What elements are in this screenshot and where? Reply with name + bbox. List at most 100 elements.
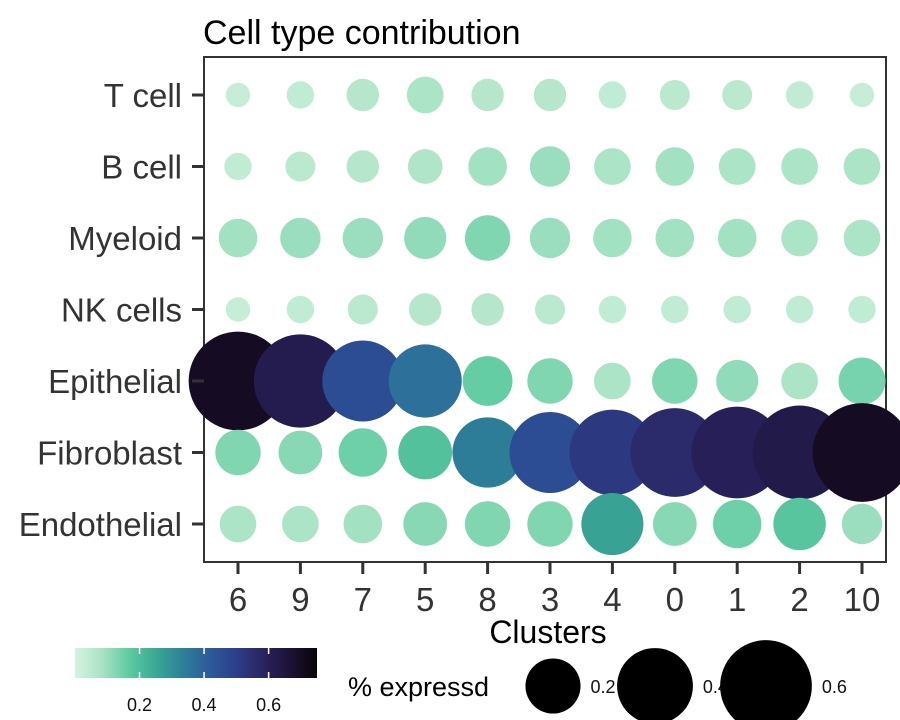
dot-nk-cells-cluster-8: [471, 293, 504, 326]
dot-endothelial-cluster-6: [219, 505, 257, 543]
dot-nk-cells-cluster-3: [534, 294, 566, 325]
dot-endothelial-cluster-1: [713, 499, 762, 549]
dot-epithelial-cluster-5: [388, 344, 462, 418]
dot-b-cell-cluster-4: [594, 148, 631, 185]
dot-nk-cells-cluster-6: [225, 297, 251, 322]
dot-fibroblast-cluster-7: [338, 428, 387, 477]
x-tick-label: 4: [603, 581, 621, 618]
size-legend-label: 0.2: [591, 677, 616, 697]
dot-myeloid-cluster-6: [218, 218, 258, 258]
dot-nk-cells-cluster-10: [848, 295, 876, 324]
dot-nk-cells-cluster-9: [286, 295, 315, 324]
dot-t-cell-cluster-10: [849, 82, 875, 108]
dot-t-cell-cluster-5: [406, 76, 444, 114]
dot-myeloid-cluster-7: [342, 217, 384, 259]
chart-title: Cell type contribution: [203, 14, 521, 52]
size-legend-dot: [525, 658, 581, 714]
dot-myeloid-cluster-2: [781, 219, 818, 257]
y-tick-label: Myeloid: [68, 220, 182, 257]
x-tick-label: 10: [844, 581, 881, 618]
dot-endothelial-cluster-3: [527, 501, 573, 547]
dot-fibroblast-cluster-0: [630, 408, 720, 497]
dot-endothelial-cluster-10: [841, 503, 883, 545]
dot-epithelial-cluster-2: [781, 362, 818, 400]
dot-myeloid-cluster-5: [404, 216, 447, 260]
size-legend-dot: [720, 640, 812, 720]
dot-nk-cells-cluster-7: [347, 294, 378, 325]
dot-myeloid-cluster-10: [843, 219, 881, 257]
x-tick-label: 1: [728, 581, 746, 618]
size-legend-title: % expressd: [348, 672, 489, 702]
dot-fibroblast-cluster-3: [509, 412, 591, 493]
dot-fibroblast-cluster-8: [452, 417, 523, 488]
dot-t-cell-cluster-9: [286, 81, 315, 109]
dot-b-cell-cluster-3: [529, 146, 571, 187]
dot-b-cell-cluster-6: [224, 152, 252, 181]
dot-endothelial-cluster-9: [282, 505, 319, 543]
dot-t-cell-cluster-2: [785, 81, 814, 109]
dot-endothelial-cluster-5: [403, 502, 448, 546]
dot-nk-cells-cluster-4: [598, 295, 627, 324]
dot-epithelial-cluster-9: [253, 334, 347, 428]
dot-t-cell-cluster-7: [346, 78, 380, 112]
dot-epithelial-cluster-3: [527, 358, 573, 404]
dot-t-cell-cluster-4: [598, 81, 627, 109]
dot-endothelial-cluster-7: [343, 504, 383, 544]
y-tick-label: NK cells: [61, 292, 182, 329]
dot-myeloid-cluster-3: [529, 217, 571, 259]
dot-fibroblast-cluster-6: [215, 429, 261, 476]
dot-endothelial-cluster-8: [464, 501, 511, 547]
x-tick-label: 6: [229, 581, 247, 618]
color-legend-label: 0.2: [127, 695, 152, 715]
dot-epithelial-cluster-0: [652, 358, 698, 404]
dot-endothelial-cluster-4: [581, 492, 644, 556]
color-legend-label: 0.4: [192, 695, 217, 715]
dot-fibroblast-cluster-9: [278, 430, 323, 475]
color-legend-bar: [75, 648, 317, 678]
color-legend-label: 0.6: [256, 695, 281, 715]
dot-nk-cells-cluster-2: [785, 295, 814, 324]
x-tick-label: 5: [416, 581, 434, 618]
x-tick-label: 3: [541, 581, 559, 618]
dot-nk-cells-cluster-5: [408, 293, 442, 326]
size-legend-label: 0.6: [822, 677, 847, 697]
dot-t-cell-cluster-1: [722, 79, 753, 111]
dot-epithelial-cluster-1: [716, 359, 759, 403]
dot-b-cell-cluster-1: [718, 148, 756, 185]
y-tick-label: Epithelial: [48, 363, 182, 400]
dot-myeloid-cluster-8: [464, 215, 511, 261]
dot-t-cell-cluster-6: [225, 82, 251, 108]
dot-fibroblast-cluster-4: [569, 409, 656, 496]
dot-b-cell-cluster-7: [346, 150, 380, 183]
x-tick-label: 2: [790, 581, 808, 618]
dot-b-cell-cluster-8: [468, 147, 507, 186]
dot-b-cell-cluster-9: [285, 151, 316, 182]
dot-myeloid-cluster-0: [655, 218, 695, 258]
y-tick-label: B cell: [101, 149, 182, 186]
dot-fibroblast-cluster-5: [398, 425, 453, 480]
size-legend-dot: [617, 648, 693, 720]
y-tick-label: T cell: [104, 77, 182, 114]
dot-b-cell-cluster-10: [843, 148, 881, 185]
dot-t-cell-cluster-8: [471, 78, 504, 112]
dot-t-cell-cluster-0: [659, 79, 690, 111]
dot-epithelial-cluster-4: [594, 362, 631, 400]
dot-nk-cells-cluster-1: [723, 295, 751, 324]
dot-endothelial-cluster-2: [773, 497, 826, 551]
dot-b-cell-cluster-0: [655, 147, 695, 186]
dot-fibroblast-cluster-10: [812, 403, 900, 502]
dot-myeloid-cluster-9: [280, 217, 321, 259]
dot-t-cell-cluster-3: [533, 78, 567, 112]
dot-epithelial-cluster-8: [462, 356, 513, 406]
y-tick-label: Fibroblast: [37, 435, 182, 472]
dot-epithelial-cluster-7: [322, 340, 404, 422]
dot-nk-cells-cluster-0: [661, 295, 689, 324]
dot-b-cell-cluster-2: [781, 148, 818, 185]
x-tick-label: 0: [666, 581, 684, 618]
dot-epithelial-cluster-10: [838, 357, 886, 405]
dot-myeloid-cluster-1: [717, 218, 757, 258]
dot-endothelial-cluster-0: [652, 502, 697, 546]
x-tick-label: 9: [291, 581, 309, 618]
y-tick-label: Endothelial: [19, 506, 182, 543]
